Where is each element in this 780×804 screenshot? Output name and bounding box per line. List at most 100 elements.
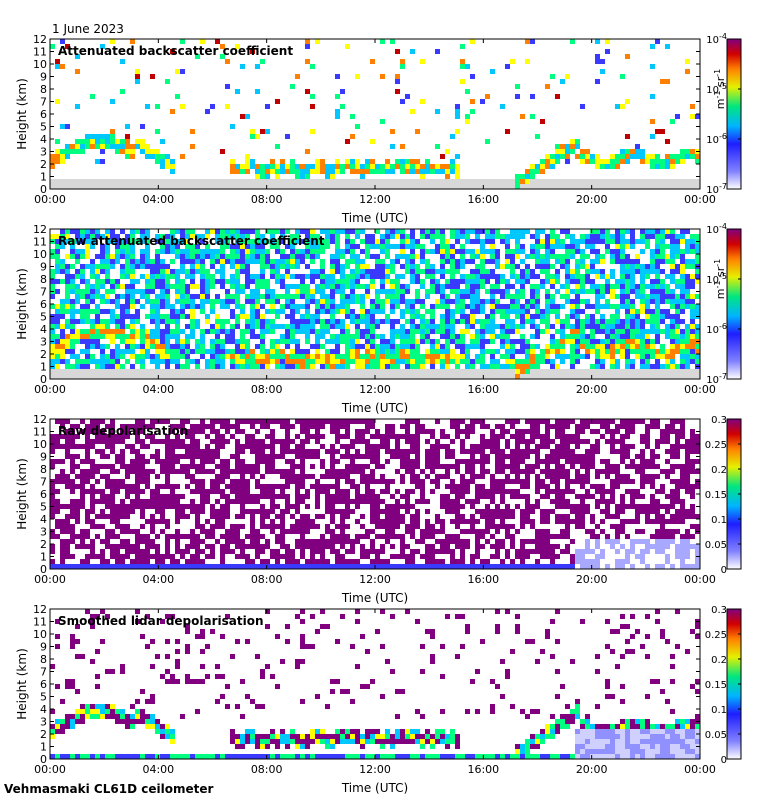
heatmap-cell [105,454,110,459]
colorbar-unit: m-1 sr-1 [713,69,727,109]
heatmap-cell [405,364,410,369]
heatmap-cell [300,479,305,484]
heatmap-cell [170,319,175,324]
heatmap-cell [335,244,340,249]
heatmap-cell [160,159,165,164]
colorbar-tick-label: 10-7 [706,182,727,196]
heatmap-cell [330,264,335,269]
heatmap-cell [545,299,550,304]
heatmap-cell [175,444,180,449]
heatmap-cell [450,354,455,359]
heatmap-cell [300,429,305,434]
heatmap-cell [110,359,115,364]
heatmap-cell [155,314,160,319]
heatmap-cell [405,164,410,169]
heatmap-cell [400,164,405,169]
heatmap-cell [485,279,490,284]
heatmap-cell [145,444,150,449]
heatmap-cell [180,364,185,369]
heatmap-cell [290,424,295,429]
heatmap-cell [200,264,205,269]
heatmap-cell [175,254,180,259]
heatmap-cell [395,284,400,289]
heatmap-cell [535,179,540,184]
heatmap-cell [105,444,110,449]
heatmap-cell [55,249,60,254]
heatmap-cell [265,179,270,184]
heatmap-cell [405,304,410,309]
heatmap-cell [490,274,495,279]
heatmap-cell [545,359,550,364]
heatmap-cell [475,234,480,239]
heatmap-cell [120,539,125,544]
heatmap-cell [610,239,615,244]
heatmap-cell [290,274,295,279]
y-axis-label: Height (km) [15,268,29,339]
heatmap-cell [155,474,160,479]
heatmap-cell [125,374,130,379]
heatmap-cell [125,509,130,514]
heatmap-cell [150,524,155,529]
heatmap-cell [300,494,305,499]
heatmap-cell [630,334,635,339]
heatmap-cell [335,374,340,379]
heatmap-cell [150,554,155,559]
heatmap-cell [580,334,585,339]
heatmap-cell [645,319,650,324]
heatmap-cell [635,179,640,184]
heatmap-cell [370,254,375,259]
heatmap-cell [345,244,350,249]
heatmap-cell [240,524,245,529]
heatmap-cell [670,229,675,234]
heatmap-cell [175,369,180,374]
heatmap-cell [355,329,360,334]
heatmap-cell [345,369,350,374]
heatmap-cell [450,134,455,139]
heatmap-cell [355,169,360,174]
heatmap-cell [210,524,215,529]
heatmap-cell [275,534,280,539]
heatmap-cell [425,184,430,189]
heatmap-cell [405,299,410,304]
heatmap-cell [465,319,470,324]
heatmap-cell [245,264,250,269]
heatmap-cell [135,559,140,564]
heatmap-cell [315,299,320,304]
heatmap-cell [90,294,95,299]
heatmap-cell [165,339,170,344]
heatmap-cell [485,364,490,369]
heatmap-cell [280,349,285,354]
heatmap-cell [205,449,210,454]
heatmap-cell [360,229,365,234]
heatmap-cell [470,229,475,234]
heatmap-cell [515,264,520,269]
heatmap-cell [685,154,690,159]
colorbar-tick-label: 10-4 [706,222,727,236]
heatmap-cell [655,154,660,159]
heatmap-cell [165,284,170,289]
heatmap-cell [240,564,245,569]
heatmap-cell [70,469,75,474]
heatmap-cell [60,149,65,154]
heatmap-cell [465,274,470,279]
heatmap-cell [445,269,450,274]
y-tick-label: 8 [40,273,47,286]
heatmap-cell [690,374,695,379]
heatmap-cell [100,499,105,504]
heatmap-cell [425,264,430,269]
heatmap-cell [595,289,600,294]
heatmap-cell [140,179,145,184]
heatmap-cell [250,474,255,479]
heatmap-cell [65,474,70,479]
heatmap-cell [475,264,480,269]
heatmap-cell [630,319,635,324]
heatmap-cell [680,294,685,299]
heatmap-cell [555,314,560,319]
heatmap-cell [160,469,165,474]
heatmap-cell [100,564,105,569]
heatmap-cell [230,369,235,374]
heatmap-cell [340,179,345,184]
heatmap-cell [260,164,265,169]
heatmap-cell [530,289,535,294]
heatmap-cell [215,254,220,259]
